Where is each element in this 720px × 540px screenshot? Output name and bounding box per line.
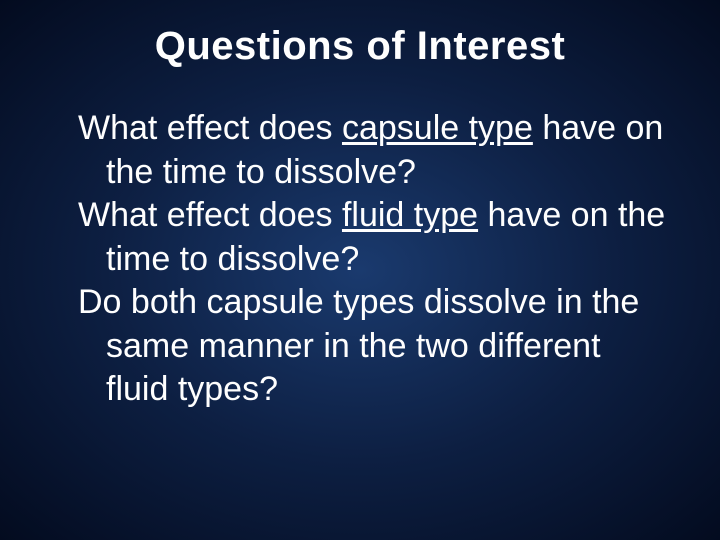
slide-body: What effect does capsule type have on th… <box>50 107 670 412</box>
question-2: What effect does fluid type have on the … <box>50 194 670 281</box>
question-1: What effect does capsule type have on th… <box>50 107 670 194</box>
q1-underlined: capsule type <box>342 109 533 147</box>
q2-underlined: fluid type <box>342 196 478 234</box>
slide-title: Questions of Interest <box>50 24 670 69</box>
question-3: Do both capsule types dissolve in the sa… <box>50 281 670 412</box>
q2-pre: What effect does <box>78 196 342 234</box>
q1-pre: What effect does <box>78 109 342 147</box>
slide-container: Questions of Interest What effect does c… <box>0 0 720 540</box>
